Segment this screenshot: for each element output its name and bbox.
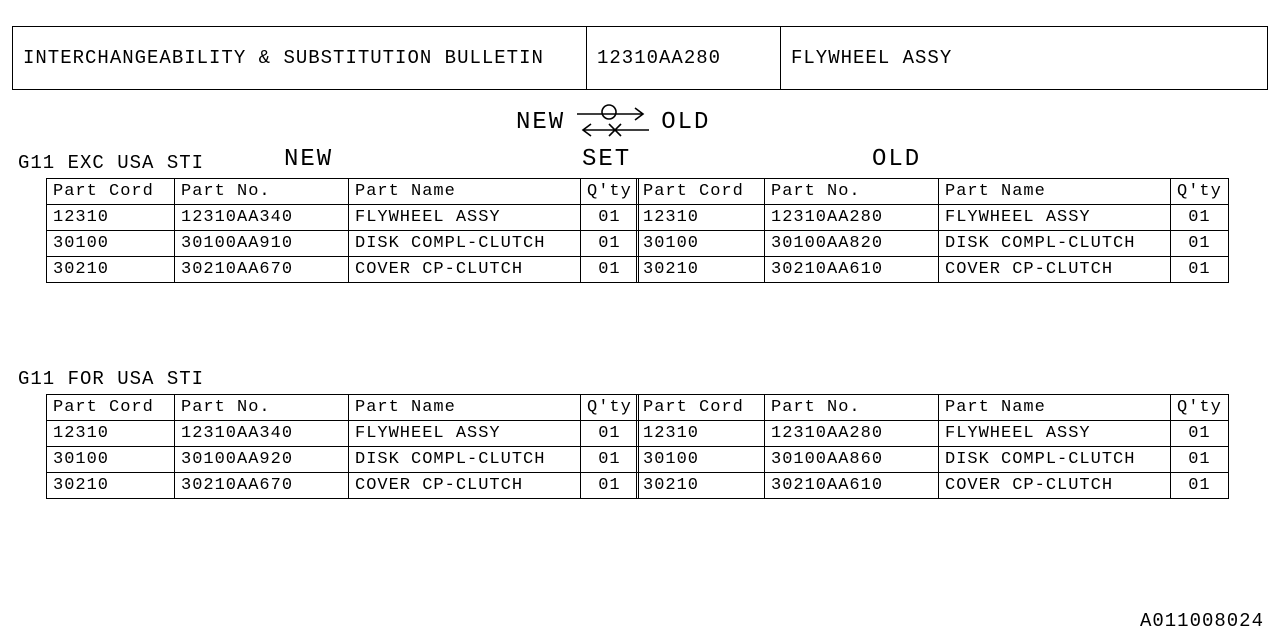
table-row: 3010030100AA820DISK COMPL-CLUTCH01 bbox=[637, 231, 1229, 257]
cell: 30210 bbox=[637, 473, 765, 499]
cell: 01 bbox=[581, 231, 639, 257]
cell: DISK COMPL-CLUTCH bbox=[939, 231, 1171, 257]
cell: 30210AA610 bbox=[765, 257, 939, 283]
table-section2-new: Part Cord Part No. Part Name Q'ty 123101… bbox=[46, 394, 639, 499]
cell: 01 bbox=[581, 205, 639, 231]
table-row: 1231012310AA280FLYWHEEL ASSY01 bbox=[637, 421, 1229, 447]
section1-title: G11 EXC USA STI bbox=[18, 152, 204, 174]
header-title: INTERCHANGEABILITY & SUBSTITUTION BULLET… bbox=[13, 27, 587, 89]
cell: 30210AA610 bbox=[765, 473, 939, 499]
cell: 01 bbox=[1171, 205, 1229, 231]
cell: 12310AA280 bbox=[765, 205, 939, 231]
cell: 30100AA910 bbox=[175, 231, 349, 257]
table-row: 3010030100AA860DISK COMPL-CLUTCH01 bbox=[637, 447, 1229, 473]
cell: 12310 bbox=[637, 205, 765, 231]
cell: 12310 bbox=[47, 205, 175, 231]
table-header-row: Part Cord Part No. Part Name Q'ty bbox=[47, 395, 639, 421]
cell: 30100 bbox=[47, 231, 175, 257]
cell: FLYWHEEL ASSY bbox=[939, 421, 1171, 447]
cell: DISK COMPL-CLUTCH bbox=[349, 447, 581, 473]
col-header-cord: Part Cord bbox=[637, 395, 765, 421]
cell: 30100AA820 bbox=[765, 231, 939, 257]
col-header-qty: Q'ty bbox=[581, 395, 639, 421]
document-id: A011008024 bbox=[1140, 610, 1264, 632]
interchange-old-label: OLD bbox=[661, 109, 710, 136]
table-header-row: Part Cord Part No. Part Name Q'ty bbox=[47, 179, 639, 205]
cell: 30210AA670 bbox=[175, 257, 349, 283]
cell: 01 bbox=[581, 257, 639, 283]
cell: FLYWHEEL ASSY bbox=[939, 205, 1171, 231]
col-header-name: Part Name bbox=[349, 179, 581, 205]
cell: COVER CP-CLUTCH bbox=[349, 257, 581, 283]
col-header-cord: Part Cord bbox=[47, 179, 175, 205]
cell: COVER CP-CLUTCH bbox=[939, 473, 1171, 499]
cell: 30210 bbox=[47, 257, 175, 283]
col-header-no: Part No. bbox=[765, 395, 939, 421]
cell: 30100AA860 bbox=[765, 447, 939, 473]
cell: 01 bbox=[1171, 473, 1229, 499]
table-section1-new: Part Cord Part No. Part Name Q'ty 123101… bbox=[46, 178, 639, 283]
table-row: 1231012310AA280FLYWHEEL ASSY01 bbox=[637, 205, 1229, 231]
table-section2-old: Part Cord Part No. Part Name Q'ty 123101… bbox=[636, 394, 1229, 499]
table-header-row: Part Cord Part No. Part Name Q'ty bbox=[637, 395, 1229, 421]
cell: 30100AA920 bbox=[175, 447, 349, 473]
cell: 01 bbox=[1171, 257, 1229, 283]
table-row: 1231012310AA340FLYWHEEL ASSY01 bbox=[47, 205, 639, 231]
col-header-name: Part Name bbox=[349, 395, 581, 421]
header-box: INTERCHANGEABILITY & SUBSTITUTION BULLET… bbox=[12, 26, 1268, 90]
cell: 12310AA280 bbox=[765, 421, 939, 447]
cell: 12310 bbox=[637, 421, 765, 447]
table-row: 3021030210AA610COVER CP-CLUTCH01 bbox=[637, 473, 1229, 499]
column-group-new-label: NEW bbox=[284, 146, 333, 173]
set-label: SET bbox=[582, 146, 631, 173]
cell: 30100 bbox=[47, 447, 175, 473]
col-header-cord: Part Cord bbox=[47, 395, 175, 421]
table-row: 3010030100AA920DISK COMPL-CLUTCH01 bbox=[47, 447, 639, 473]
table-row: 3021030210AA610COVER CP-CLUTCH01 bbox=[637, 257, 1229, 283]
cell: 01 bbox=[581, 421, 639, 447]
cell: 30100 bbox=[637, 447, 765, 473]
table-row: 3021030210AA670COVER CP-CLUTCH01 bbox=[47, 257, 639, 283]
table-row: 3021030210AA670COVER CP-CLUTCH01 bbox=[47, 473, 639, 499]
cell: 30210AA670 bbox=[175, 473, 349, 499]
cell: 12310 bbox=[47, 421, 175, 447]
cell: FLYWHEEL ASSY bbox=[349, 421, 581, 447]
cell: COVER CP-CLUTCH bbox=[349, 473, 581, 499]
col-header-no: Part No. bbox=[765, 179, 939, 205]
cell: DISK COMPL-CLUTCH bbox=[939, 447, 1171, 473]
cell: 01 bbox=[1171, 421, 1229, 447]
interchange-new-label: NEW bbox=[516, 109, 565, 136]
table-header-row: Part Cord Part No. Part Name Q'ty bbox=[637, 179, 1229, 205]
interchange-arrows-icon bbox=[573, 104, 653, 140]
table-section1-old: Part Cord Part No. Part Name Q'ty 123101… bbox=[636, 178, 1229, 283]
interchange-symbol: NEW OLD bbox=[516, 104, 710, 140]
cell: 12310AA340 bbox=[175, 421, 349, 447]
col-header-qty: Q'ty bbox=[1171, 395, 1229, 421]
cell: 30210 bbox=[47, 473, 175, 499]
cell: FLYWHEEL ASSY bbox=[349, 205, 581, 231]
cell: 12310AA340 bbox=[175, 205, 349, 231]
col-header-name: Part Name bbox=[939, 395, 1171, 421]
cell: 01 bbox=[1171, 447, 1229, 473]
col-header-no: Part No. bbox=[175, 395, 349, 421]
col-header-name: Part Name bbox=[939, 179, 1171, 205]
cell: 01 bbox=[581, 473, 639, 499]
table-row: 1231012310AA340FLYWHEEL ASSY01 bbox=[47, 421, 639, 447]
header-part-no: 12310AA280 bbox=[587, 27, 781, 89]
cell: 01 bbox=[1171, 231, 1229, 257]
col-header-qty: Q'ty bbox=[581, 179, 639, 205]
cell: 01 bbox=[581, 447, 639, 473]
column-group-old-label: OLD bbox=[872, 146, 921, 173]
section2-title: G11 FOR USA STI bbox=[18, 368, 204, 390]
cell: 30100 bbox=[637, 231, 765, 257]
cell: 30210 bbox=[637, 257, 765, 283]
cell: DISK COMPL-CLUTCH bbox=[349, 231, 581, 257]
col-header-qty: Q'ty bbox=[1171, 179, 1229, 205]
header-part-name: FLYWHEEL ASSY bbox=[781, 27, 1267, 89]
col-header-no: Part No. bbox=[175, 179, 349, 205]
cell: COVER CP-CLUTCH bbox=[939, 257, 1171, 283]
col-header-cord: Part Cord bbox=[637, 179, 765, 205]
table-row: 3010030100AA910DISK COMPL-CLUTCH01 bbox=[47, 231, 639, 257]
